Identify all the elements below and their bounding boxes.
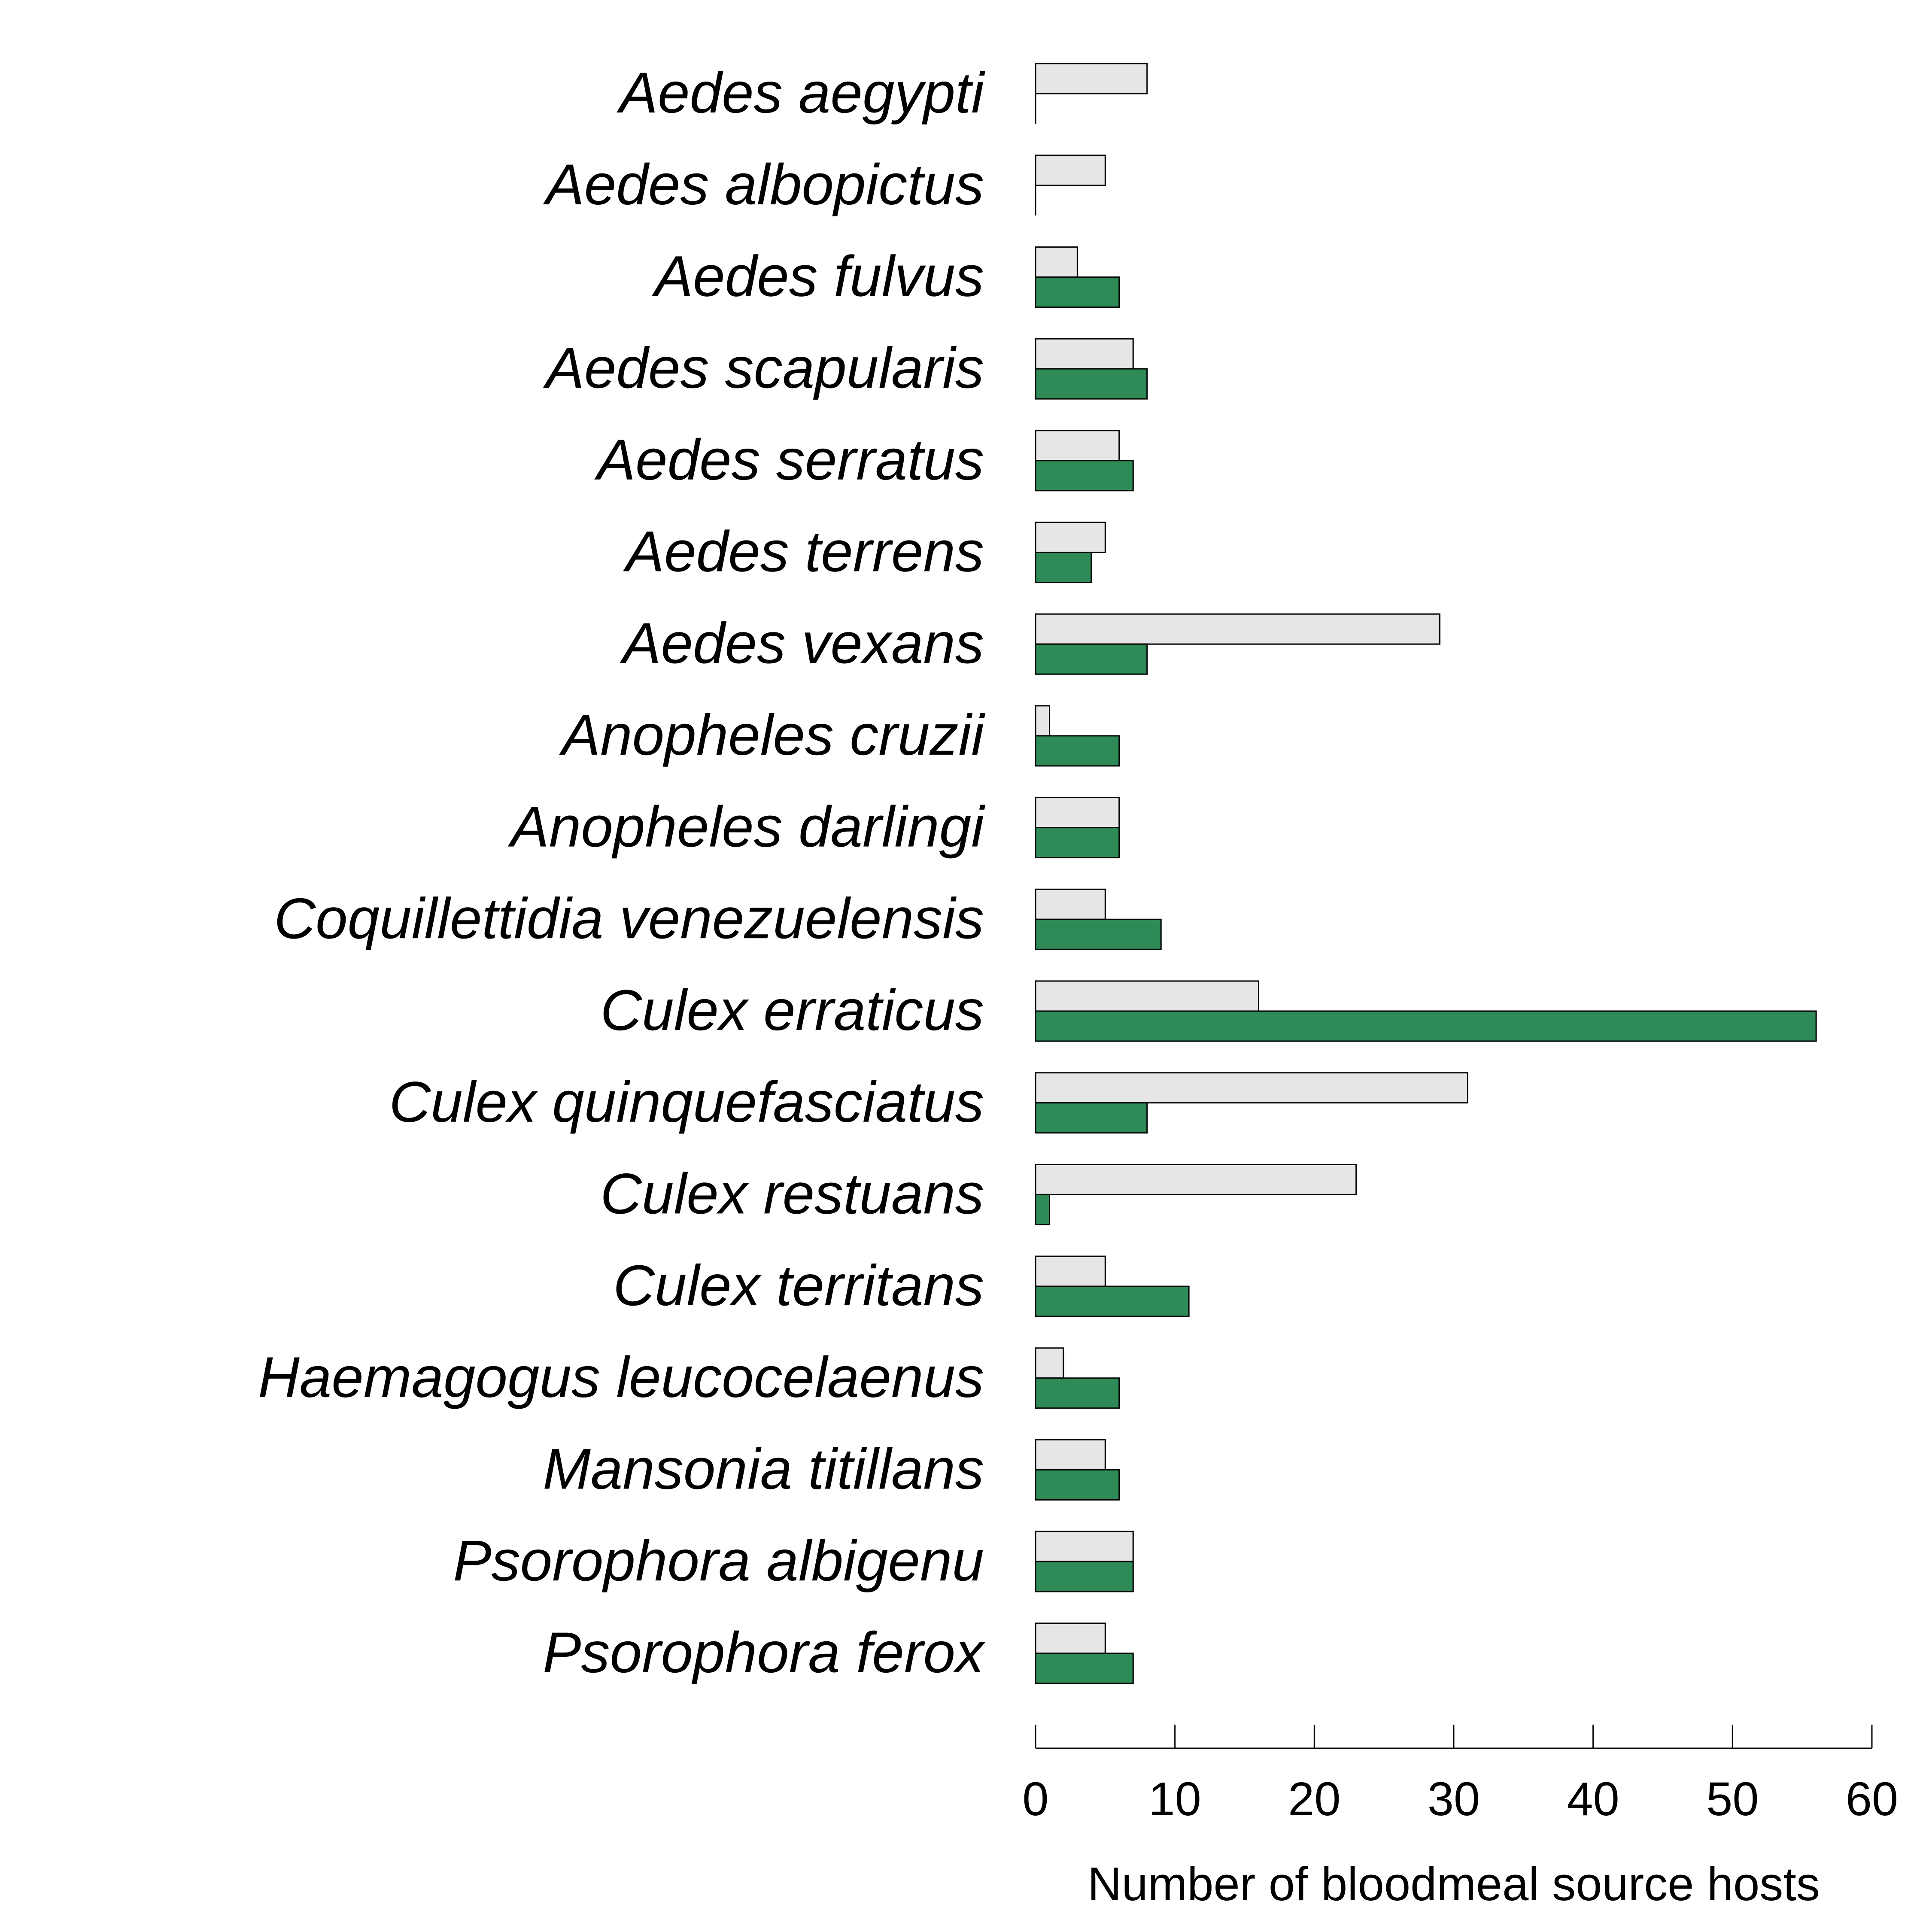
x-axis: 0 10 20 30 40 50 60 <box>1022 1725 1898 1826</box>
bar-series2-12 <box>1035 1194 1050 1225</box>
bar-series2-3 <box>1035 368 1148 400</box>
x-tick-label-3: 30 <box>1428 1773 1480 1826</box>
bar-series2-4 <box>1035 460 1134 492</box>
bar-series1-7 <box>1035 705 1050 737</box>
x-tick-label-6: 60 <box>1846 1773 1898 1826</box>
x-tick-label-1: 10 <box>1148 1773 1201 1826</box>
category-label-0: Aedes aegypti <box>617 61 986 125</box>
category-label-2: Aedes fulvus <box>652 244 984 308</box>
category-label-17: Psorophora ferox <box>543 1621 986 1685</box>
category-label-14: Haemagogus leucocelaenus <box>258 1346 984 1410</box>
bar-series1-4 <box>1035 430 1120 462</box>
bar-series2-11 <box>1035 1102 1148 1134</box>
bar-series1-13 <box>1035 1255 1106 1287</box>
bar-series2-5 <box>1035 552 1092 583</box>
category-label-10: Culex erraticus <box>600 978 984 1042</box>
bar-series1-16 <box>1035 1531 1134 1562</box>
bar-series2-9 <box>1035 918 1162 950</box>
bar-series1-2 <box>1035 246 1078 278</box>
x-ticks: 0 10 20 30 40 50 60 <box>1022 1725 1898 1826</box>
x-tick-label-2: 20 <box>1288 1773 1340 1826</box>
category-label-11: Culex quinquefasciatus <box>389 1070 984 1134</box>
bar-series1-11 <box>1035 1072 1468 1104</box>
bar-series1-17 <box>1035 1622 1106 1654</box>
bar-series1-9 <box>1035 888 1106 920</box>
bar-series1-14 <box>1035 1347 1064 1379</box>
category-label-12: Culex restuans <box>600 1162 984 1226</box>
bar-series2-16 <box>1035 1561 1134 1592</box>
bar-series2-13 <box>1035 1285 1190 1317</box>
bar-series1-6 <box>1035 613 1441 645</box>
bar-series2-14 <box>1035 1377 1120 1409</box>
category-label-6: Aedes vexans <box>620 611 984 675</box>
bar-series2-6 <box>1035 643 1148 675</box>
bar-series1-3 <box>1035 338 1134 370</box>
bar-series1-12 <box>1035 1163 1357 1195</box>
bar-series2-2 <box>1035 276 1120 308</box>
bar-series2-10 <box>1035 1010 1817 1042</box>
x-tick-label-0: 0 <box>1022 1773 1048 1826</box>
category-label-3: Aedes scapularis <box>543 336 984 400</box>
bar-series1-0 <box>1035 63 1148 94</box>
bar-series2-7 <box>1035 735 1120 767</box>
bar-series1-15 <box>1035 1439 1106 1470</box>
category-label-1: Aedes albopictus <box>543 153 984 217</box>
bar-series2-17 <box>1035 1653 1134 1684</box>
bar-series1-5 <box>1035 522 1106 553</box>
category-label-5: Aedes terrens <box>623 520 984 584</box>
x-tick-label-5: 50 <box>1706 1773 1759 1826</box>
category-label-9: Coquillettidia venezuelensis <box>274 887 984 951</box>
category-labels: Aedes aegypti Aedes albopictus Aedes fulvu… <box>258 61 986 1685</box>
category-label-16: Psorophora albigenu <box>453 1529 984 1593</box>
x-tick-label-4: 40 <box>1567 1773 1619 1826</box>
category-label-4: Aedes serratus <box>594 428 984 492</box>
bar-series2-15 <box>1035 1469 1120 1501</box>
category-label-15: Mansonia titillans <box>543 1437 984 1501</box>
x-axis-title: Number of bloodmeal source hosts <box>1088 1858 1820 1911</box>
bar-series1-10 <box>1035 980 1259 1012</box>
category-label-13: Culex territans <box>613 1254 984 1318</box>
bar-series2-8 <box>1035 827 1120 859</box>
category-label-8: Anopheles darlingi <box>507 795 985 859</box>
bars-layer <box>1035 63 1817 1684</box>
category-label-7: Anopheles cruzii <box>559 703 985 767</box>
bar-series1-1 <box>1035 155 1106 186</box>
bar-series1-8 <box>1035 797 1120 829</box>
